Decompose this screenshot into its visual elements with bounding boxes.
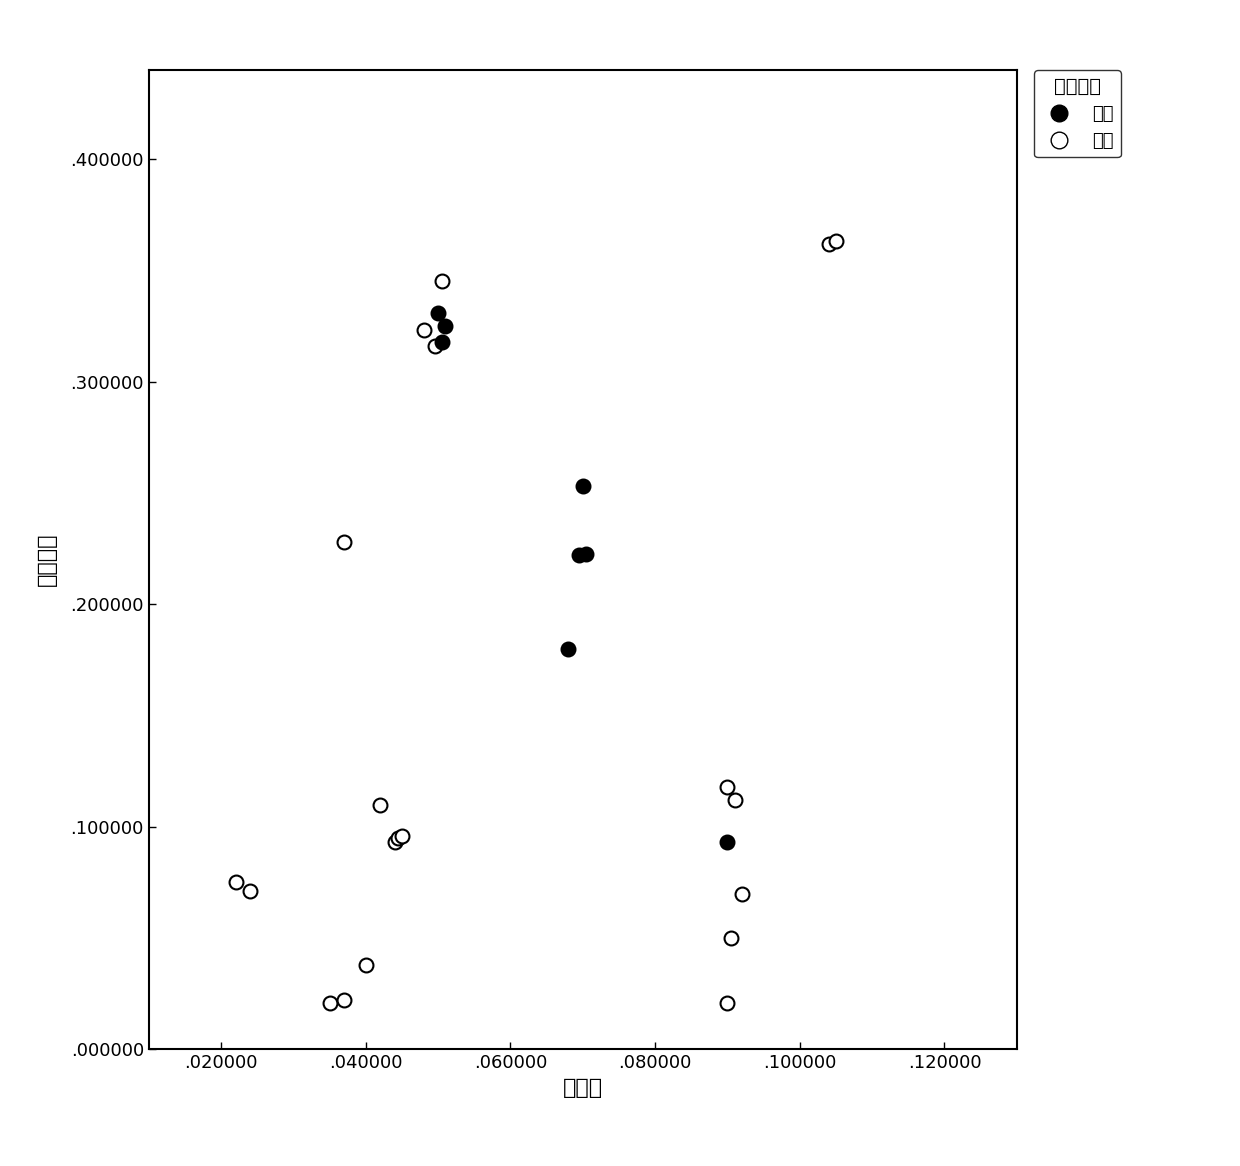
- Point: [558, 639, 578, 658]
- Point: [432, 332, 451, 351]
- Point: [573, 477, 593, 496]
- Point: [384, 833, 404, 851]
- Point: [577, 545, 596, 563]
- Y-axis label: 排列疵差: 排列疵差: [36, 533, 57, 586]
- Point: [424, 337, 444, 356]
- Point: [371, 795, 391, 814]
- Point: [724, 791, 744, 809]
- Point: [435, 317, 455, 336]
- Point: [826, 232, 846, 251]
- Point: [388, 829, 408, 848]
- Point: [334, 533, 353, 552]
- Point: [732, 884, 751, 902]
- Point: [320, 993, 340, 1012]
- Point: [569, 546, 589, 564]
- Point: [356, 955, 376, 974]
- Point: [718, 778, 738, 796]
- Point: [718, 833, 738, 851]
- Point: [818, 234, 838, 253]
- Point: [432, 272, 451, 290]
- Point: [414, 321, 434, 339]
- Point: [241, 881, 260, 900]
- Point: [392, 827, 412, 845]
- Legend: 变形, 正常: 变形, 正常: [1034, 70, 1121, 157]
- Point: [428, 303, 448, 322]
- Point: [226, 873, 246, 892]
- Point: [718, 993, 738, 1012]
- Point: [334, 991, 353, 1010]
- X-axis label: 均值差: 均值差: [563, 1077, 603, 1098]
- Point: [722, 929, 742, 948]
